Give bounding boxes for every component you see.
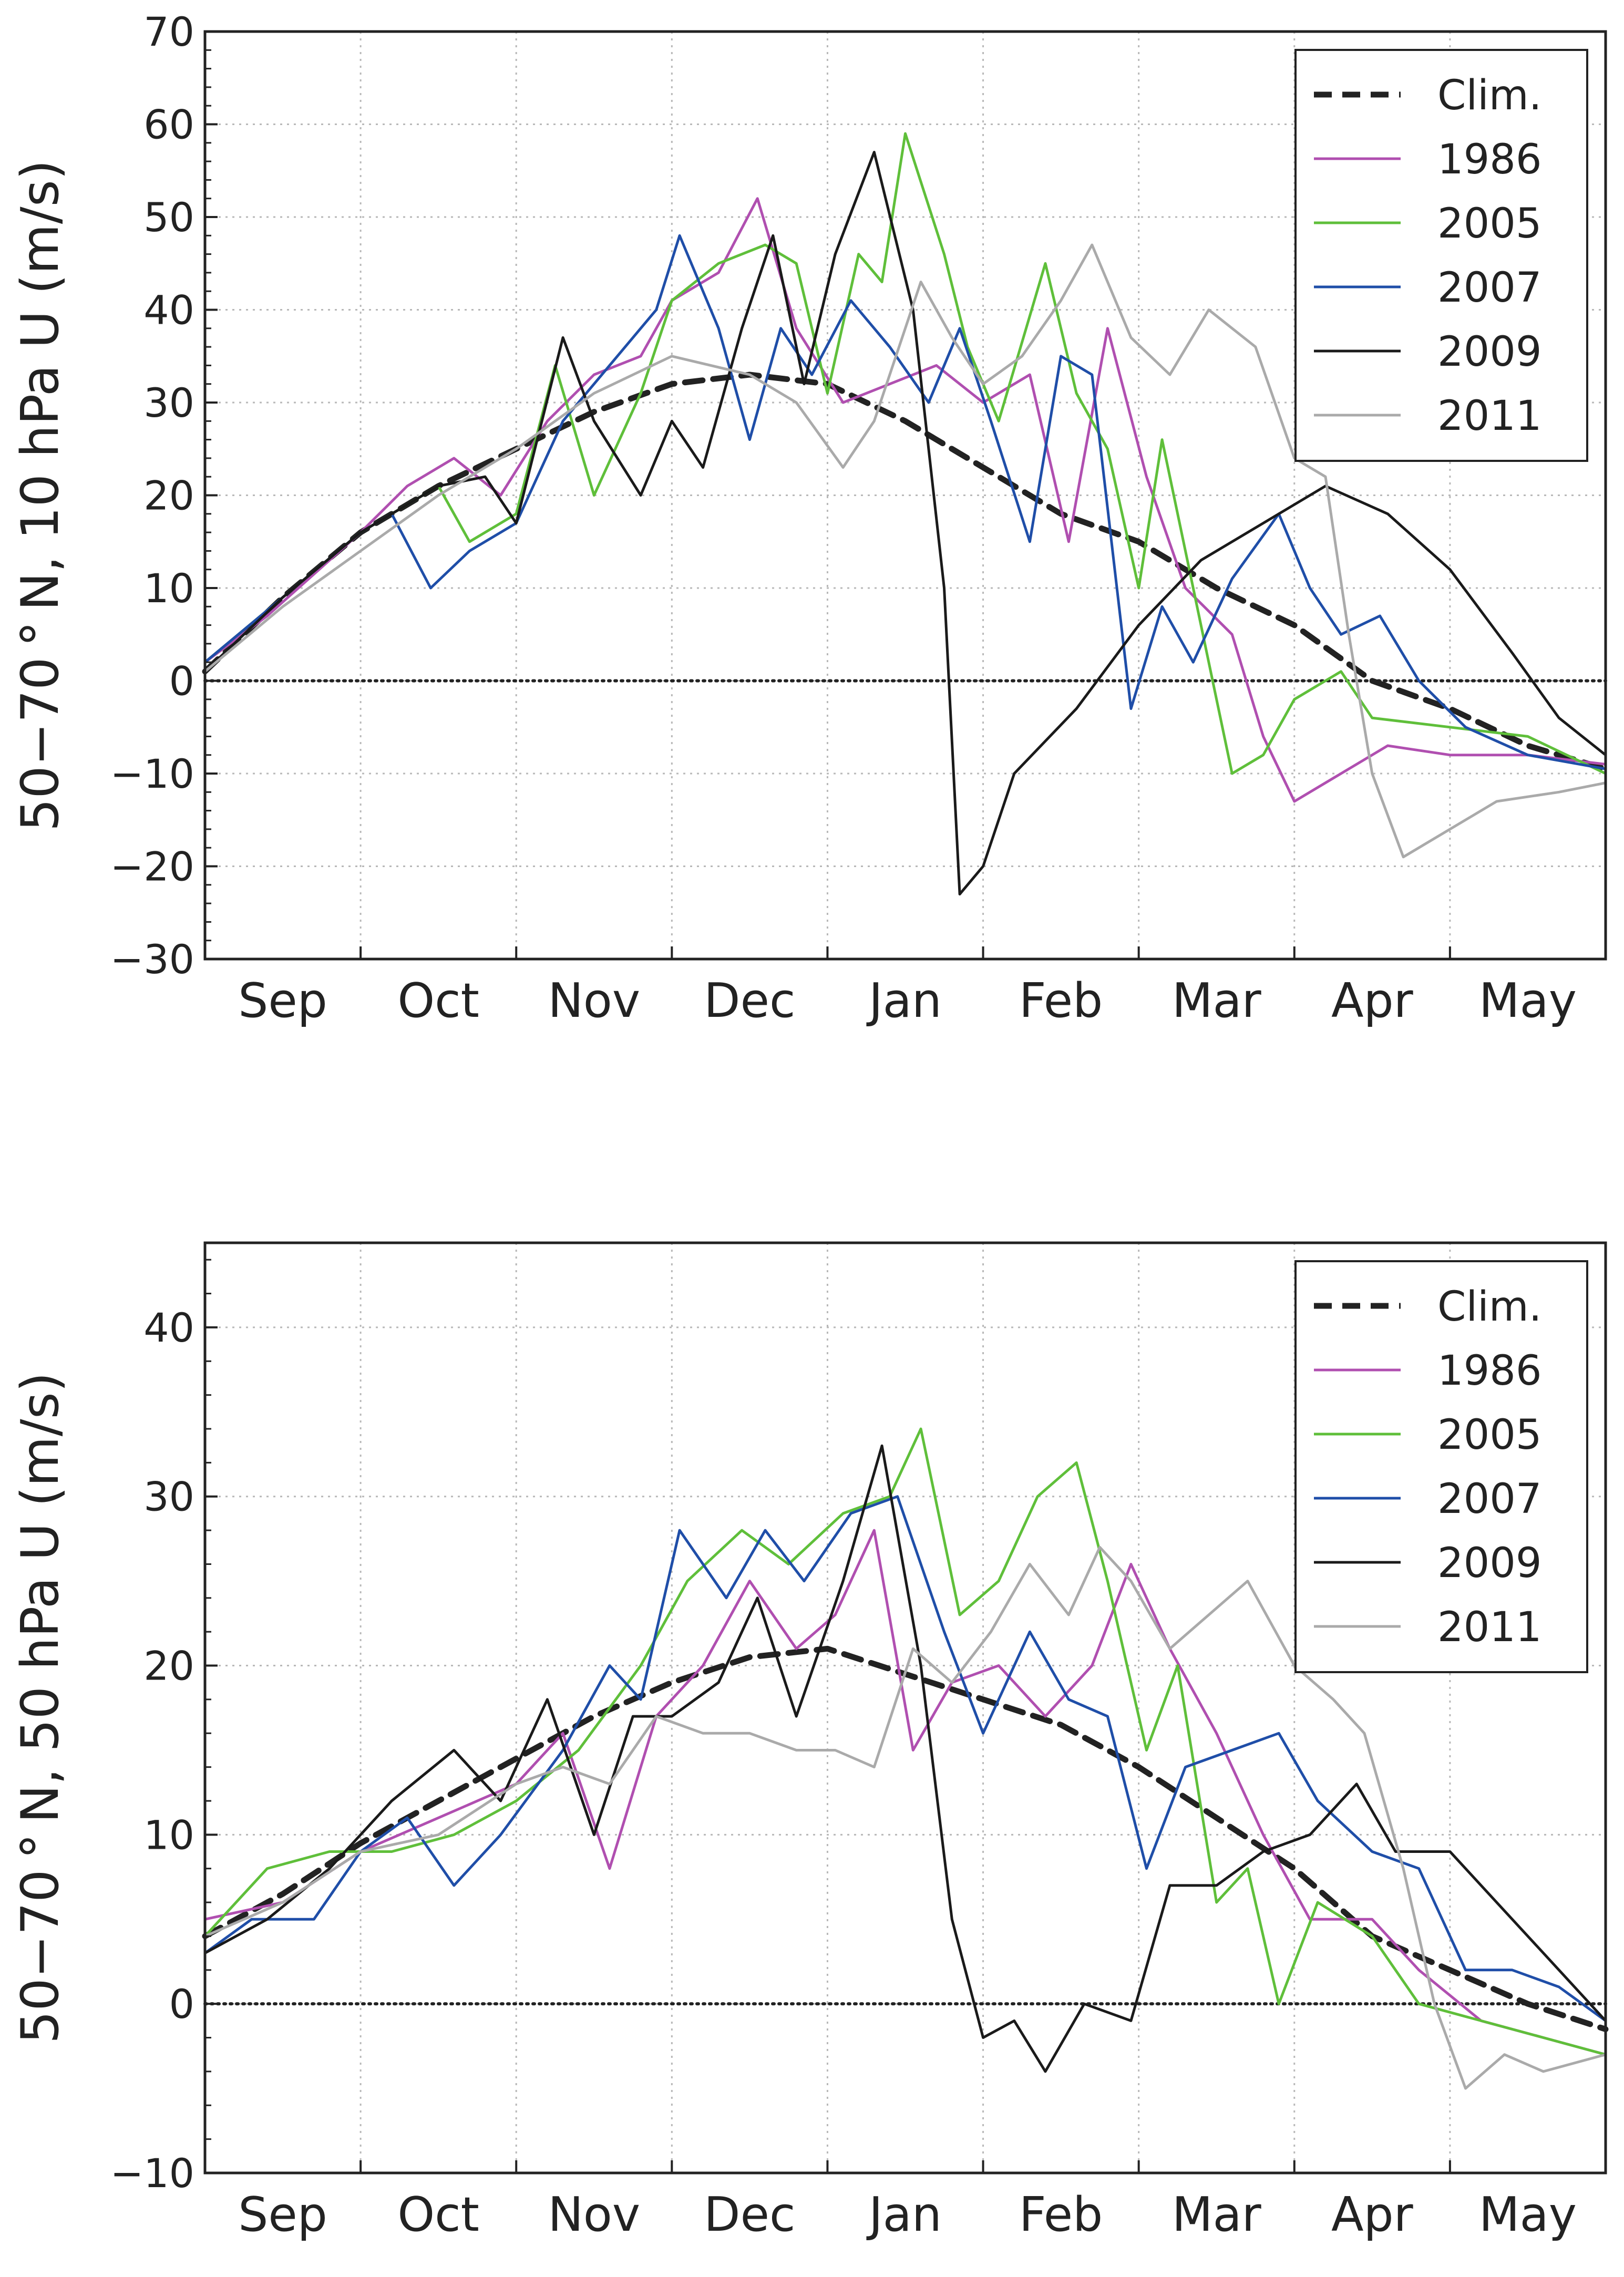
- x-tick-label: Sep: [238, 2187, 327, 2242]
- y-tick-label: 30: [143, 1474, 194, 1520]
- legend-label: 2009: [1437, 1540, 1542, 1587]
- x-tick-label: Feb: [1019, 2187, 1103, 2242]
- x-tick-label: Sep: [238, 973, 327, 1028]
- legend-label: 1986: [1437, 136, 1542, 183]
- x-tick-label: Apr: [1331, 2187, 1413, 2242]
- x-tick-label: Oct: [397, 2187, 479, 2242]
- plot-frame: [203, 1241, 1607, 2175]
- legend: Clim. 1986 2005 2007 2009 2011: [1294, 1260, 1588, 1673]
- x-tick-label: Oct: [397, 973, 479, 1028]
- x-tick-label: May: [1479, 973, 1577, 1028]
- y-axis-label: 50−70 ° N, 10 hPa U (m/s): [11, 160, 70, 831]
- x-tick-label: Mar: [1172, 2187, 1261, 2242]
- x-tick-label: Dec: [704, 2187, 795, 2242]
- legend-label: 2011: [1437, 393, 1542, 440]
- x-tick-label: Nov: [548, 973, 640, 1028]
- y-tick-label: −20: [110, 843, 194, 890]
- series-line-2009: [203, 1444, 1607, 2073]
- legend-label: 2011: [1437, 1604, 1542, 1651]
- y-axis-label: 50−70 ° N, 50 hPa U (m/s): [11, 1372, 70, 2044]
- legend-label: 2009: [1437, 328, 1542, 376]
- y-tick-label: 20: [143, 1643, 194, 1689]
- legend: Clim. 1986 2005 2007 2009 2011: [1294, 49, 1588, 462]
- series-line-1986: [203, 1529, 1607, 2056]
- y-tick-label: −10: [110, 750, 194, 797]
- x-tick-label: Dec: [704, 973, 795, 1028]
- x-tick-label: Nov: [548, 2187, 640, 2242]
- x-tick-label: Mar: [1172, 973, 1261, 1028]
- series-line-2005: [203, 1427, 1607, 2056]
- legend-label: 2007: [1437, 1476, 1542, 1523]
- legend-label: 2005: [1437, 1411, 1542, 1459]
- legend-label: Clim.: [1437, 72, 1542, 119]
- series-line-2011: [203, 243, 1607, 859]
- y-tick-label: 20: [143, 472, 194, 519]
- series-line-2007: [203, 1495, 1607, 2022]
- x-tick-label: Apr: [1331, 973, 1413, 1028]
- y-tick-label: 10: [143, 1811, 194, 1858]
- y-tick-label: 10: [143, 565, 194, 612]
- series-line-2005: [203, 132, 1607, 775]
- x-tick-label: Jan: [866, 973, 942, 1028]
- chart-panel-2: −10 0 10 20 30 40 Sep Oct Nov Dec Jan Feb Mar Apr May 5…: [11, 1241, 1609, 2242]
- legend-box: [1294, 1260, 1588, 1673]
- y-tick-label: −30: [110, 936, 194, 983]
- y-tick-label: 70: [143, 8, 194, 55]
- chart-panel-1: −30 −20 −10 0 10 20 30 40 50 60 70 Sep Oct Nov Dec Jan F…: [11, 8, 1609, 1028]
- series-line-1986: [203, 197, 1607, 803]
- series-line-2009: [203, 151, 1607, 895]
- series-line-2007: [203, 234, 1607, 770]
- legend-box: [1294, 49, 1588, 462]
- legend-label: 1986: [1437, 1347, 1542, 1395]
- x-tick-label: May: [1479, 2187, 1577, 2242]
- x-tick-label: Jan: [866, 2187, 942, 2242]
- y-tick-label: 30: [143, 379, 194, 426]
- x-tick-label: Feb: [1019, 973, 1103, 1028]
- legend-label: Clim.: [1437, 1283, 1542, 1331]
- y-tick-label: 0: [169, 1981, 194, 2027]
- y-tick-label: 60: [143, 101, 194, 148]
- y-tick-label: 0: [169, 658, 194, 705]
- y-tick-label: 50: [143, 194, 194, 241]
- y-tick-label: 40: [143, 287, 194, 334]
- y-tick-label: 40: [143, 1304, 194, 1351]
- y-tick-label: −10: [110, 2150, 194, 2197]
- legend-label: 2005: [1437, 200, 1542, 248]
- series-line-2011: [203, 1546, 1607, 2090]
- legend-label: 2007: [1437, 264, 1542, 312]
